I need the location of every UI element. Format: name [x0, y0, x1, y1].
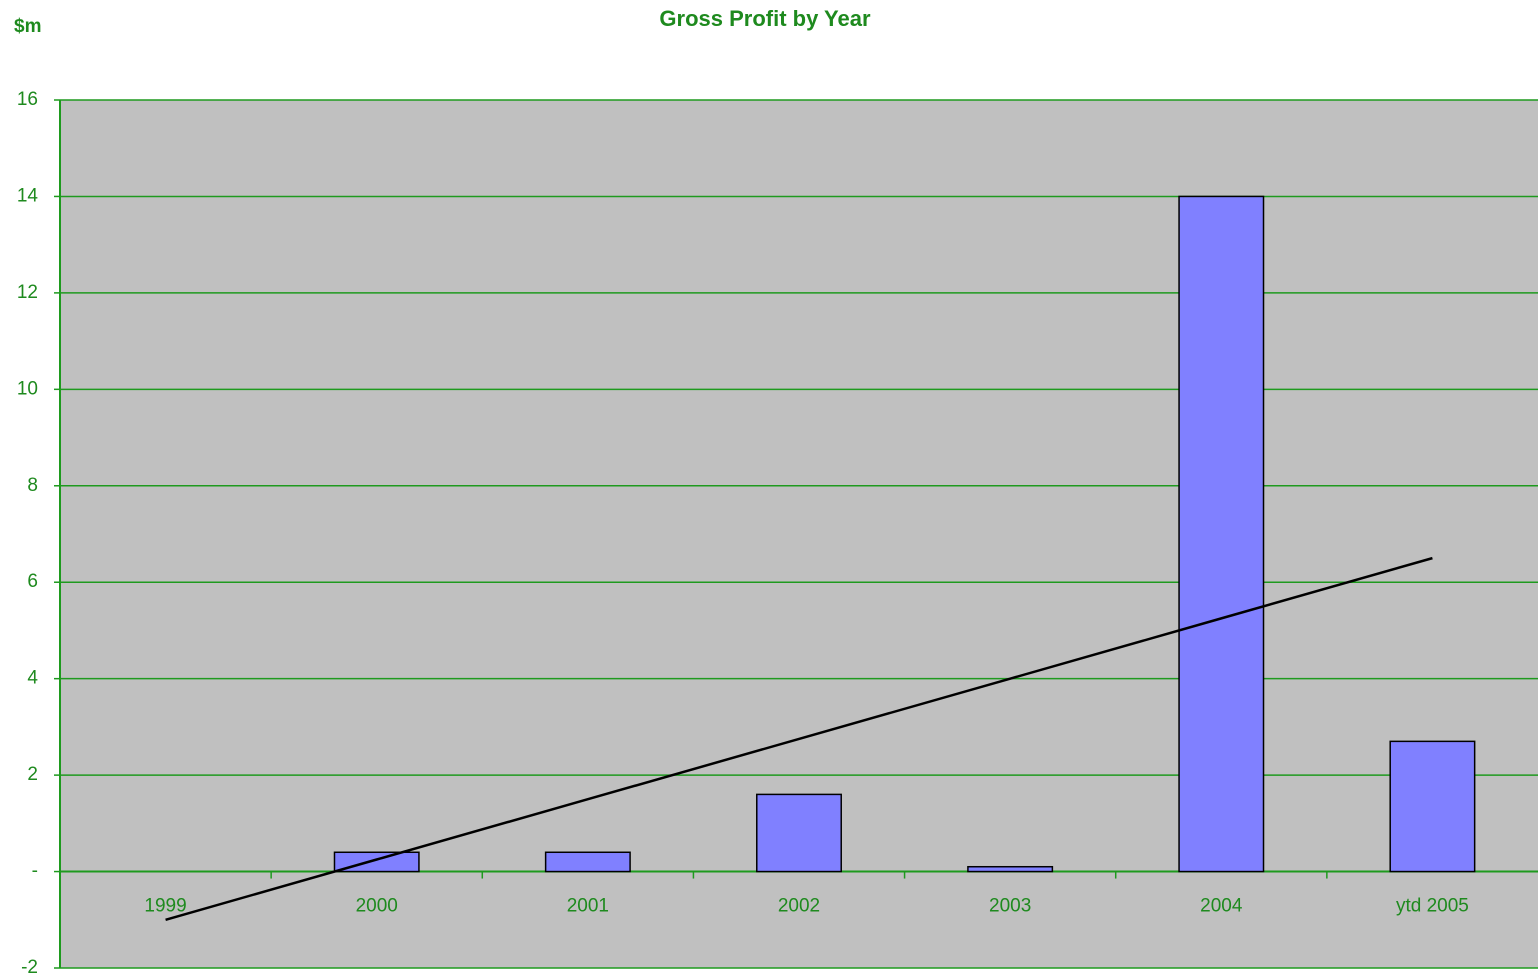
bar	[1178, 195, 1265, 873]
bar	[967, 865, 1054, 873]
y-tick-label: 2	[27, 764, 38, 785]
x-tick-label: 1999	[144, 896, 186, 917]
x-tick-label: 2001	[567, 896, 609, 917]
x-tick-label: 2000	[356, 896, 398, 917]
y-tick-label: 6	[27, 571, 38, 592]
y-tick-label: -	[32, 861, 38, 882]
bar	[756, 793, 842, 873]
bar	[544, 851, 631, 873]
y-tick-label: 10	[17, 378, 38, 399]
x-tick-label: 2003	[989, 896, 1031, 917]
y-axis-label: $m	[14, 16, 41, 37]
y-tick-label: 4	[27, 668, 38, 689]
y-tick-label: 16	[17, 89, 38, 110]
y-tick-label: -2	[21, 957, 38, 978]
y-tick-label: 14	[17, 185, 39, 206]
bar	[1389, 740, 1476, 873]
chart-title: Gross Profit by Year	[659, 6, 871, 31]
y-tick-label: 8	[27, 475, 38, 496]
y-tick-label: 12	[17, 282, 38, 303]
x-tick-label: 2004	[1200, 896, 1243, 917]
x-tick-label: 2002	[778, 896, 820, 917]
trend-line	[165, 556, 1433, 921]
x-tick-label: ytd 2005	[1396, 896, 1469, 917]
